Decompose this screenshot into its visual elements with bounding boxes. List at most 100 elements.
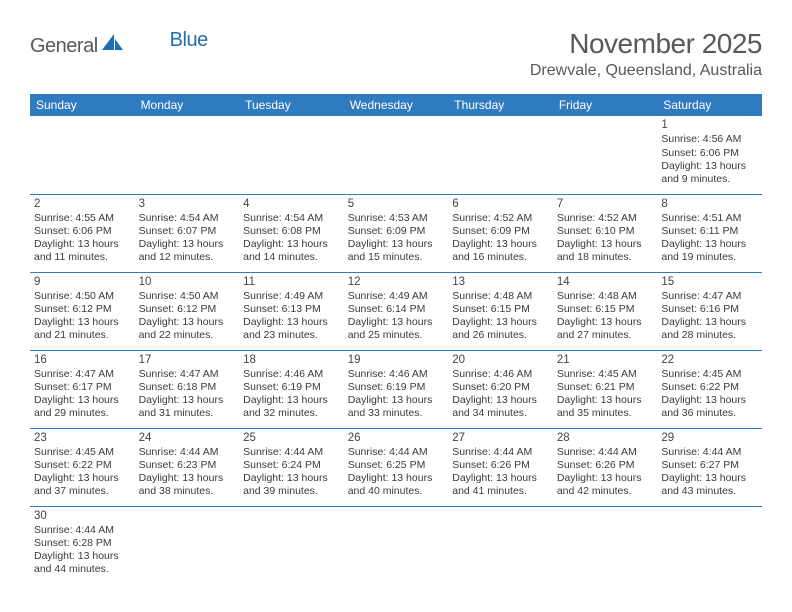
sunset-line: Sunset: 6:08 PM: [243, 225, 340, 238]
sunset-line: Sunset: 6:26 PM: [557, 459, 654, 472]
day-cell: 17Sunrise: 4:47 AMSunset: 6:18 PMDayligh…: [135, 350, 240, 428]
daylight-line: Daylight: 13 hours and 40 minutes.: [348, 472, 445, 498]
day-cell: 23Sunrise: 4:45 AMSunset: 6:22 PMDayligh…: [30, 428, 135, 506]
calendar-table: SundayMondayTuesdayWednesdayThursdayFrid…: [30, 94, 762, 584]
daylight-line: Daylight: 13 hours and 27 minutes.: [557, 316, 654, 342]
sunrise-line: Sunrise: 4:51 AM: [661, 212, 758, 225]
day-cell: 5Sunrise: 4:53 AMSunset: 6:09 PMDaylight…: [344, 194, 449, 272]
day-cell: 10Sunrise: 4:50 AMSunset: 6:12 PMDayligh…: [135, 272, 240, 350]
daylight-line: Daylight: 13 hours and 35 minutes.: [557, 394, 654, 420]
day-number: 28: [557, 431, 654, 445]
sunrise-line: Sunrise: 4:44 AM: [139, 446, 236, 459]
sunrise-line: Sunrise: 4:50 AM: [139, 290, 236, 303]
day-cell: 4Sunrise: 4:54 AMSunset: 6:08 PMDaylight…: [239, 194, 344, 272]
day-number: 5: [348, 197, 445, 211]
sunrise-line: Sunrise: 4:49 AM: [348, 290, 445, 303]
sunset-line: Sunset: 6:22 PM: [661, 381, 758, 394]
day-cell: 27Sunrise: 4:44 AMSunset: 6:26 PMDayligh…: [448, 428, 553, 506]
sunrise-line: Sunrise: 4:44 AM: [557, 446, 654, 459]
weekday-header: Monday: [135, 94, 240, 116]
day-cell: 14Sunrise: 4:48 AMSunset: 6:15 PMDayligh…: [553, 272, 658, 350]
day-cell: 8Sunrise: 4:51 AMSunset: 6:11 PMDaylight…: [657, 194, 762, 272]
day-number: 13: [452, 275, 549, 289]
sunrise-line: Sunrise: 4:52 AM: [557, 212, 654, 225]
sunrise-line: Sunrise: 4:44 AM: [348, 446, 445, 459]
day-cell: 12Sunrise: 4:49 AMSunset: 6:14 PMDayligh…: [344, 272, 449, 350]
empty-cell: [239, 116, 344, 194]
sunset-line: Sunset: 6:19 PM: [348, 381, 445, 394]
day-number: 29: [661, 431, 758, 445]
daylight-line: Daylight: 13 hours and 11 minutes.: [34, 238, 131, 264]
sunset-line: Sunset: 6:18 PM: [139, 381, 236, 394]
sunrise-line: Sunrise: 4:48 AM: [452, 290, 549, 303]
daylight-line: Daylight: 13 hours and 44 minutes.: [34, 550, 131, 576]
daylight-line: Daylight: 13 hours and 34 minutes.: [452, 394, 549, 420]
daylight-line: Daylight: 13 hours and 22 minutes.: [139, 316, 236, 342]
sunset-line: Sunset: 6:06 PM: [661, 147, 758, 160]
calendar-row: 16Sunrise: 4:47 AMSunset: 6:17 PMDayligh…: [30, 350, 762, 428]
sunrise-line: Sunrise: 4:47 AM: [661, 290, 758, 303]
day-number: 3: [139, 197, 236, 211]
day-cell: 13Sunrise: 4:48 AMSunset: 6:15 PMDayligh…: [448, 272, 553, 350]
sunset-line: Sunset: 6:15 PM: [452, 303, 549, 316]
sunrise-line: Sunrise: 4:45 AM: [34, 446, 131, 459]
calendar-row: 23Sunrise: 4:45 AMSunset: 6:22 PMDayligh…: [30, 428, 762, 506]
calendar-row: 2Sunrise: 4:55 AMSunset: 6:06 PMDaylight…: [30, 194, 762, 272]
daylight-line: Daylight: 13 hours and 37 minutes.: [34, 472, 131, 498]
day-number: 17: [139, 353, 236, 367]
empty-cell: [135, 506, 240, 584]
header: General Blue November 2025 Drewvale, Que…: [30, 28, 762, 80]
sunset-line: Sunset: 6:06 PM: [34, 225, 131, 238]
day-number: 4: [243, 197, 340, 211]
day-cell: 16Sunrise: 4:47 AMSunset: 6:17 PMDayligh…: [30, 350, 135, 428]
day-cell: 20Sunrise: 4:46 AMSunset: 6:20 PMDayligh…: [448, 350, 553, 428]
day-number: 20: [452, 353, 549, 367]
sunrise-line: Sunrise: 4:49 AM: [243, 290, 340, 303]
sunset-line: Sunset: 6:11 PM: [661, 225, 758, 238]
day-number: 30: [34, 509, 131, 523]
daylight-line: Daylight: 13 hours and 42 minutes.: [557, 472, 654, 498]
logo-text-general: General: [30, 35, 98, 58]
daylight-line: Daylight: 13 hours and 41 minutes.: [452, 472, 549, 498]
day-number: 12: [348, 275, 445, 289]
weekday-header: Wednesday: [344, 94, 449, 116]
daylight-line: Daylight: 13 hours and 39 minutes.: [243, 472, 340, 498]
location-text: Drewvale, Queensland, Australia: [530, 62, 762, 80]
empty-cell: [30, 116, 135, 194]
sunrise-line: Sunrise: 4:45 AM: [661, 368, 758, 381]
empty-cell: [344, 506, 449, 584]
empty-cell: [448, 116, 553, 194]
sunset-line: Sunset: 6:12 PM: [34, 303, 131, 316]
sunrise-line: Sunrise: 4:52 AM: [452, 212, 549, 225]
sunrise-line: Sunrise: 4:54 AM: [139, 212, 236, 225]
weekday-header: Friday: [553, 94, 658, 116]
day-number: 16: [34, 353, 131, 367]
day-cell: 29Sunrise: 4:44 AMSunset: 6:27 PMDayligh…: [657, 428, 762, 506]
title-block: November 2025 Drewvale, Queensland, Aust…: [530, 28, 762, 80]
sunset-line: Sunset: 6:26 PM: [452, 459, 549, 472]
sunrise-line: Sunrise: 4:44 AM: [452, 446, 549, 459]
sunrise-line: Sunrise: 4:55 AM: [34, 212, 131, 225]
weekday-header: Saturday: [657, 94, 762, 116]
day-cell: 25Sunrise: 4:44 AMSunset: 6:24 PMDayligh…: [239, 428, 344, 506]
sunrise-line: Sunrise: 4:45 AM: [557, 368, 654, 381]
day-cell: 6Sunrise: 4:52 AMSunset: 6:09 PMDaylight…: [448, 194, 553, 272]
day-number: 11: [243, 275, 340, 289]
sunrise-line: Sunrise: 4:47 AM: [139, 368, 236, 381]
daylight-line: Daylight: 13 hours and 9 minutes.: [661, 160, 758, 186]
daylight-line: Daylight: 13 hours and 31 minutes.: [139, 394, 236, 420]
sunset-line: Sunset: 6:24 PM: [243, 459, 340, 472]
sunrise-line: Sunrise: 4:46 AM: [348, 368, 445, 381]
daylight-line: Daylight: 13 hours and 12 minutes.: [139, 238, 236, 264]
empty-cell: [657, 506, 762, 584]
empty-cell: [239, 506, 344, 584]
daylight-line: Daylight: 13 hours and 28 minutes.: [661, 316, 758, 342]
page-title: November 2025: [530, 28, 762, 60]
day-cell: 3Sunrise: 4:54 AMSunset: 6:07 PMDaylight…: [135, 194, 240, 272]
weekday-header: Thursday: [448, 94, 553, 116]
day-number: 22: [661, 353, 758, 367]
daylight-line: Daylight: 13 hours and 26 minutes.: [452, 316, 549, 342]
day-number: 14: [557, 275, 654, 289]
sunset-line: Sunset: 6:10 PM: [557, 225, 654, 238]
day-cell: 24Sunrise: 4:44 AMSunset: 6:23 PMDayligh…: [135, 428, 240, 506]
